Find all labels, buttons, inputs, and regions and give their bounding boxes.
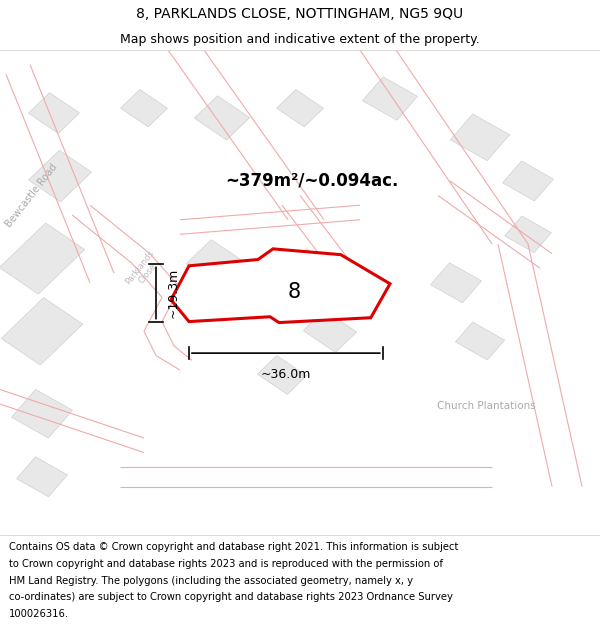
Polygon shape <box>1 298 83 365</box>
Text: 8, PARKLANDS CLOSE, NOTTINGHAM, NG5 9QU: 8, PARKLANDS CLOSE, NOTTINGHAM, NG5 9QU <box>136 7 464 21</box>
Polygon shape <box>121 89 167 127</box>
Polygon shape <box>17 457 67 497</box>
Text: HM Land Registry. The polygons (including the associated geometry, namely x, y: HM Land Registry. The polygons (includin… <box>9 576 413 586</box>
Polygon shape <box>257 356 307 394</box>
Polygon shape <box>171 249 390 322</box>
Text: ~19.3m: ~19.3m <box>167 268 180 318</box>
Text: to Crown copyright and database rights 2023 and is reproduced with the permissio: to Crown copyright and database rights 2… <box>9 559 443 569</box>
Polygon shape <box>451 114 509 161</box>
Text: Church Plantations: Church Plantations <box>437 401 535 411</box>
Text: Parklands
Close: Parklands Close <box>124 249 164 292</box>
Text: Map shows position and indicative extent of the property.: Map shows position and indicative extent… <box>120 32 480 46</box>
Text: co-ordinates) are subject to Crown copyright and database rights 2023 Ordnance S: co-ordinates) are subject to Crown copyr… <box>9 592 453 602</box>
Polygon shape <box>28 151 92 202</box>
Text: ~379m²/~0.094ac.: ~379m²/~0.094ac. <box>226 172 398 190</box>
Polygon shape <box>304 310 356 352</box>
Text: Bewcastle Road: Bewcastle Road <box>4 162 59 229</box>
Polygon shape <box>11 389 73 438</box>
Text: 100026316.: 100026316. <box>9 609 69 619</box>
Polygon shape <box>277 89 323 127</box>
Text: Contains OS data © Crown copyright and database right 2021. This information is : Contains OS data © Crown copyright and d… <box>9 542 458 552</box>
Polygon shape <box>431 263 481 302</box>
Text: 8: 8 <box>287 282 301 302</box>
Polygon shape <box>287 249 337 288</box>
Polygon shape <box>505 216 551 252</box>
Polygon shape <box>194 96 250 140</box>
Polygon shape <box>503 161 553 201</box>
Polygon shape <box>362 77 418 120</box>
Polygon shape <box>28 92 80 133</box>
Polygon shape <box>0 223 85 294</box>
Polygon shape <box>186 239 246 287</box>
Polygon shape <box>455 322 505 360</box>
Text: ~36.0m: ~36.0m <box>261 368 311 381</box>
